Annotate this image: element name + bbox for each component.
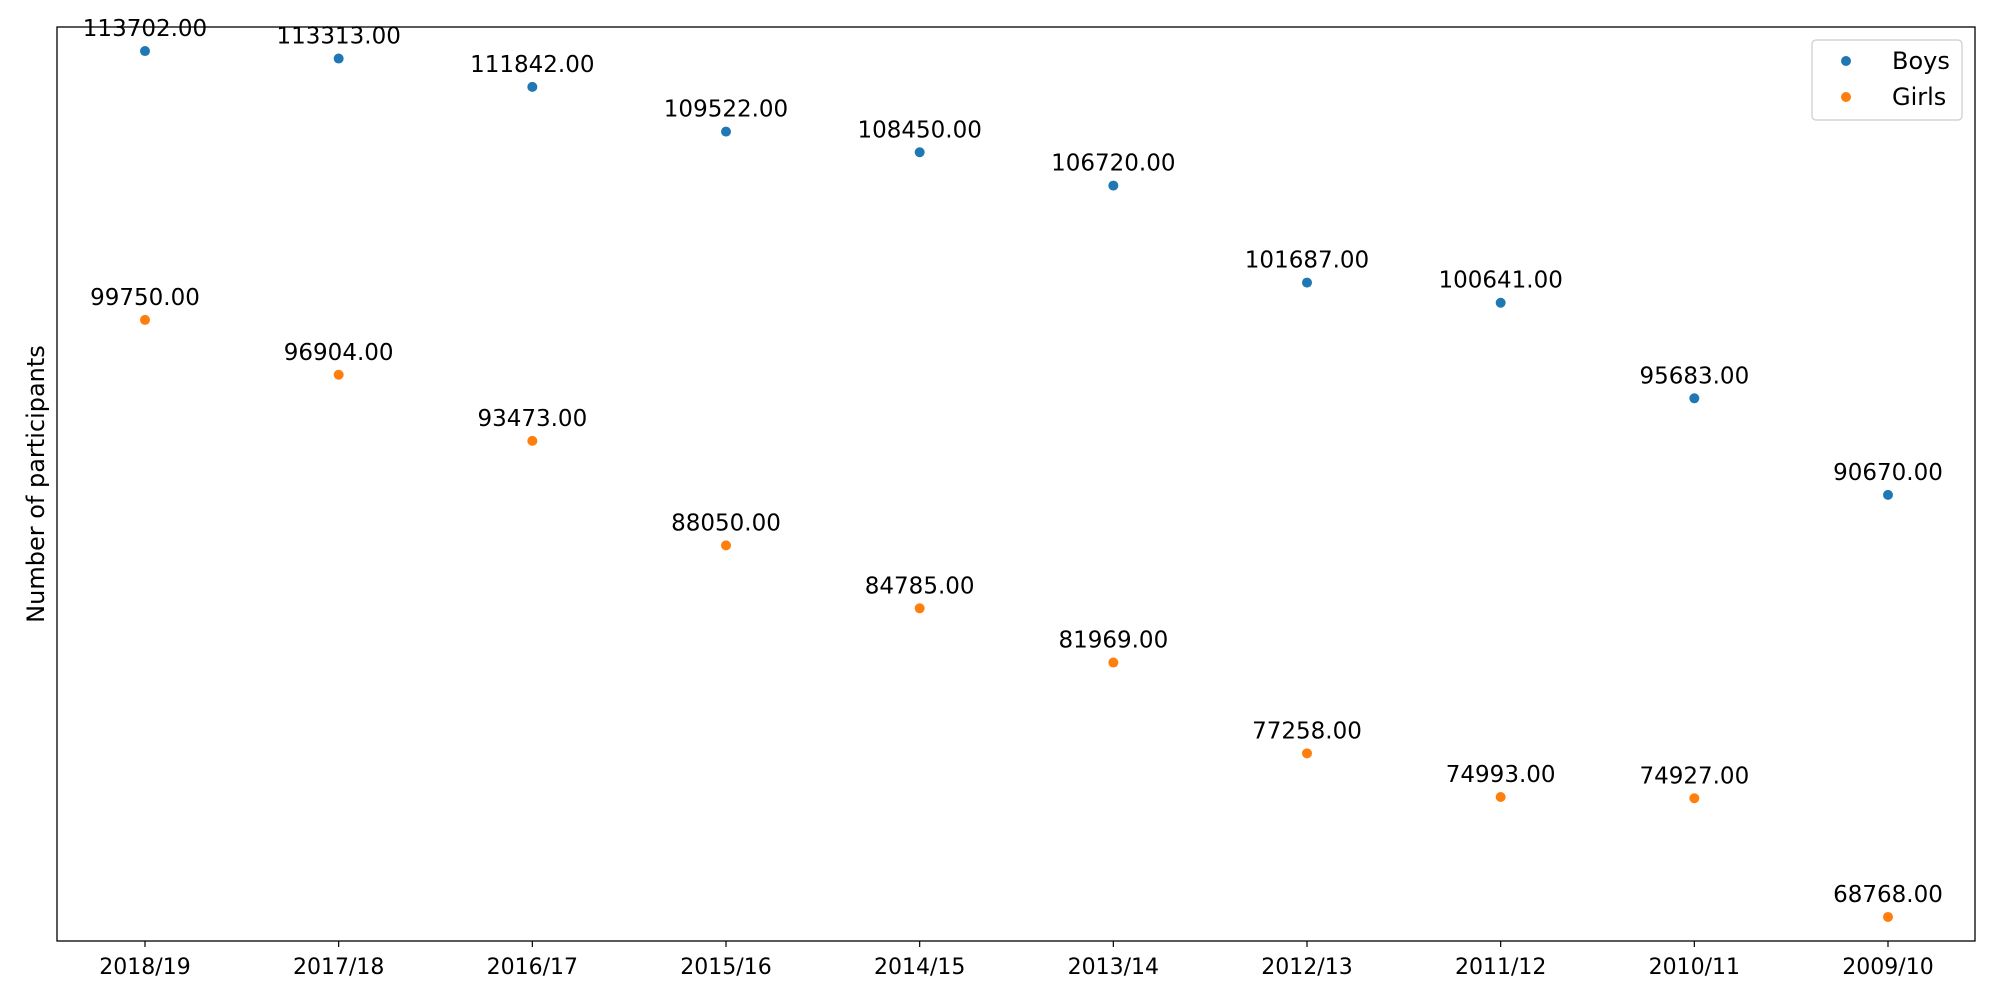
data-point-girls: [1108, 657, 1119, 668]
data-point-girls: [721, 540, 731, 551]
data-point-girls: [333, 369, 344, 380]
data-point-boys: [140, 46, 150, 57]
data-label-girls: 68768.00: [1833, 882, 1943, 908]
data-point-girls: [914, 603, 925, 614]
data-label-girls: 99750.00: [90, 285, 200, 311]
legend-label-girls: Girls: [1892, 83, 1946, 111]
data-point-boys: [1495, 297, 1506, 308]
data-label-boys: 95683.00: [1639, 363, 1749, 389]
data-label-boys: 90670.00: [1833, 460, 1943, 486]
legend-marker-girls: [1841, 92, 1851, 102]
data-label-boys: 100641.00: [1438, 268, 1562, 294]
y-axis-label: Number of participants: [22, 345, 50, 623]
x-tick-label: 2017/18: [293, 955, 384, 980]
data-label-boys: 106720.00: [1051, 151, 1175, 177]
data-point-boys: [333, 53, 344, 64]
legend-label-boys: Boys: [1892, 47, 1950, 75]
plot-frame: [56, 26, 1976, 942]
x-tick-label: 2012/13: [1261, 955, 1352, 980]
x-tick-label: 2013/14: [1068, 955, 1159, 980]
x-axis-ticks: 2018/19 2017/18 2016/17 2015/16 2014/15 2013/…: [99, 941, 1934, 980]
data-label-girls: 84785.00: [865, 573, 975, 599]
data-point-boys: [1689, 393, 1700, 404]
data-label-boys: 113702.00: [83, 16, 207, 42]
data-label-boys: 109522.00: [664, 97, 788, 123]
data-point-girls: [1495, 791, 1506, 802]
data-label-boys: 111842.00: [470, 52, 594, 78]
x-tick-label: 2010/11: [1649, 955, 1740, 980]
data-label-girls: 74927.00: [1639, 763, 1749, 789]
data-label-girls: 93473.00: [477, 406, 587, 432]
data-label-boys: 113313.00: [276, 24, 400, 50]
data-point-boys: [1302, 277, 1312, 288]
data-label-boys: 108450.00: [857, 117, 981, 143]
x-tick-label: 2011/12: [1455, 955, 1546, 980]
data-label-boys: 101687.00: [1245, 248, 1369, 274]
data-label-girls: 81969.00: [1058, 628, 1168, 654]
data-points: [140, 46, 1893, 922]
data-point-girls: [1883, 911, 1893, 922]
data-point-boys: [914, 147, 925, 158]
data-label-girls: 74993.00: [1446, 762, 1556, 788]
data-point-girls: [140, 314, 150, 325]
x-tick-label: 2009/10: [1842, 955, 1933, 980]
data-point-boys: [527, 81, 538, 92]
legend: Boys Girls: [1811, 39, 1963, 121]
x-tick-label: 2018/19: [99, 955, 190, 980]
x-tick-label: 2014/15: [874, 955, 965, 980]
data-point-boys: [721, 126, 731, 137]
data-label-girls: 88050.00: [671, 510, 781, 536]
data-point-boys: [1883, 489, 1893, 500]
x-tick-label: 2015/16: [680, 955, 771, 980]
data-point-girls: [527, 435, 538, 446]
x-tick-label: 2016/17: [487, 955, 578, 980]
data-point-boys: [1108, 180, 1119, 191]
data-labels: 113702.00 113313.00 111842.00 109522.00 1084…: [83, 16, 1943, 908]
data-label-girls: 77258.00: [1252, 718, 1362, 744]
data-point-girls: [1689, 793, 1700, 804]
data-point-girls: [1302, 748, 1312, 759]
data-label-girls: 96904.00: [284, 340, 394, 366]
legend-marker-boys: [1841, 56, 1851, 66]
